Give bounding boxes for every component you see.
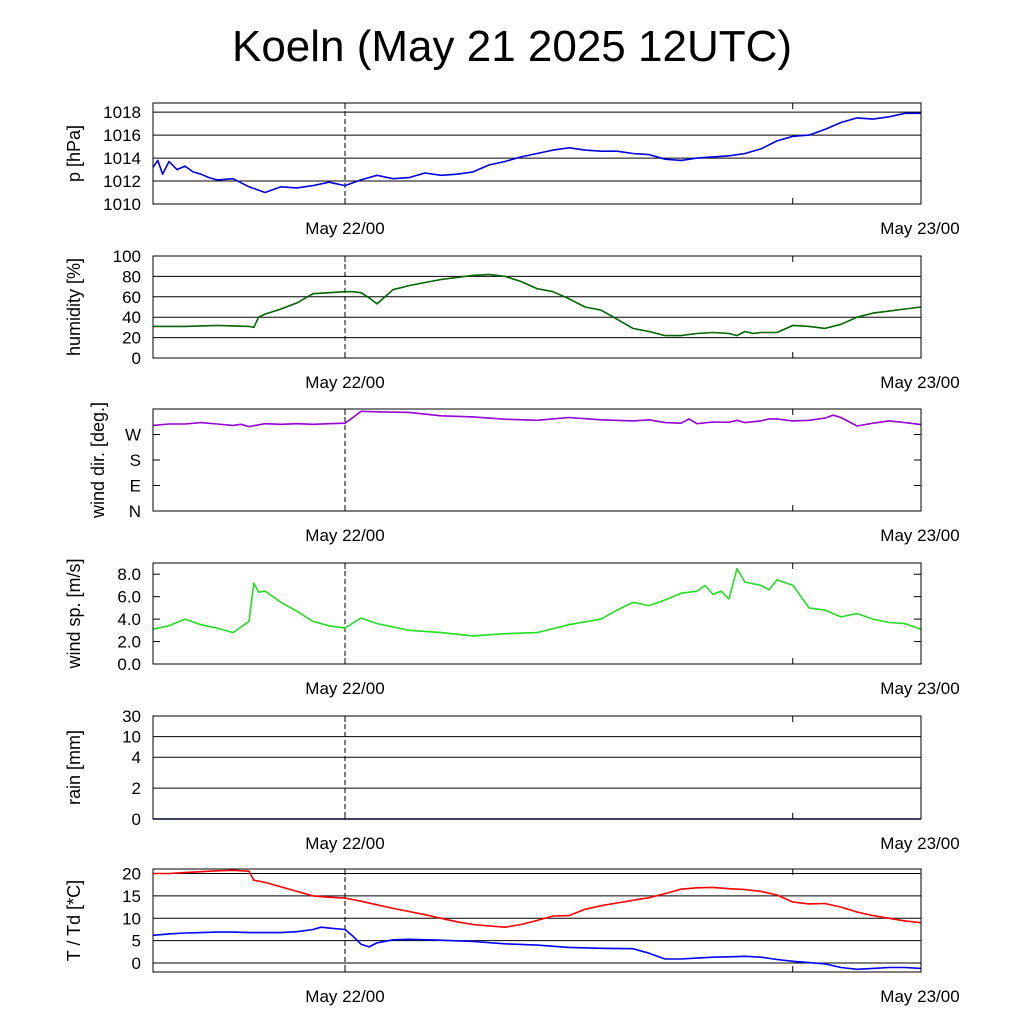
- y-axis-label: T / Td [*C]: [64, 880, 84, 961]
- y-tick-label: 30: [122, 707, 141, 726]
- y-tick-label: 0: [132, 810, 141, 829]
- y-tick-label: 10: [122, 909, 141, 928]
- y-tick-label: 0: [132, 954, 141, 973]
- x-tick-label: May 23/00: [880, 679, 959, 698]
- y-tick-label: 20: [122, 864, 141, 883]
- series-line-humidity-0: [153, 273, 922, 337]
- y-tick-label: 1014: [103, 149, 141, 168]
- y-tick-label: 5: [132, 932, 141, 951]
- y-tick-label: 2: [132, 779, 141, 798]
- x-tick-label: May 23/00: [880, 987, 959, 1006]
- panel-frame: [152, 868, 922, 973]
- y-tick-label: 0: [132, 349, 141, 368]
- x-tick-label: May 22/00: [305, 219, 384, 238]
- x-tick-label: May 22/00: [305, 526, 384, 545]
- x-tick-label: May 23/00: [880, 526, 959, 545]
- series-line-wind-direction-0: [152, 410, 922, 428]
- x-tick-label: May 22/00: [305, 373, 384, 392]
- x-tick-label: May 23/00: [880, 373, 959, 392]
- y-tick-label: S: [130, 451, 141, 470]
- y-axis-label: wind dir. [deg.]: [88, 402, 108, 519]
- y-tick-label: E: [130, 477, 141, 496]
- panel-frame: [152, 562, 922, 665]
- y-tick-label: 80: [122, 267, 141, 286]
- y-tick-label: 4.0: [117, 610, 141, 629]
- y-tick-label: 1010: [103, 195, 141, 214]
- y-axis-label: wind sp. [m/s]: [64, 558, 84, 669]
- y-tick-label: 100: [113, 247, 141, 266]
- y-tick-label: W: [125, 426, 141, 445]
- panel-wind-speed: 0.0 2.0 4.0 6.0 8.0 wind sp. [m/s] May 22/00 Ma…: [64, 558, 960, 698]
- panel-temperature: 0 5 10 15 20 T / Td [*C] May 22/00 May 23/00: [64, 864, 960, 1006]
- y-tick-label: 1012: [103, 172, 141, 191]
- y-tick-label: 1018: [103, 103, 141, 122]
- series-line-temperature-0: [153, 869, 922, 928]
- x-tick-label: May 22/00: [305, 987, 384, 1006]
- y-tick-label: 6.0: [117, 588, 141, 607]
- y-tick-label: 1016: [103, 126, 141, 145]
- panel-rain: 0 2 410 30 rain [mm] May 22/00 May 23/00: [64, 707, 960, 853]
- y-tick-label: 40: [122, 308, 141, 327]
- panel-frame: [152, 255, 922, 359]
- panel-frame: [152, 715, 922, 820]
- x-tick-label: May 22/00: [305, 834, 384, 853]
- y-tick-label: 2.0: [117, 633, 141, 652]
- y-tick-label: 8.0: [117, 565, 141, 584]
- chart-title: Koeln (May 21 2025 12UTC): [231, 22, 793, 71]
- panel-pressure: 1010 1012 1014 1016 1018 p [hPa] May 22/00 May …: [64, 102, 960, 238]
- y-tick-label: N: [129, 502, 141, 521]
- y-tick-label: 4: [132, 748, 141, 767]
- series-line-temperature-1: [152, 926, 922, 971]
- y-axis-label: p [hPa]: [64, 125, 84, 182]
- y-axis-label: humidity [%]: [64, 258, 84, 356]
- y-axis-label: rain [mm]: [64, 730, 84, 805]
- series-line-pressure-0: [152, 112, 921, 194]
- y-tick-label: 15: [122, 887, 141, 906]
- x-tick-label: May 23/00: [880, 834, 959, 853]
- y-tick-label: 0.0: [117, 655, 141, 674]
- y-tick-label: 10: [122, 728, 141, 747]
- y-tick-label: 60: [122, 288, 141, 307]
- panel-frame: [152, 102, 922, 205]
- series-line-wind-speed-0: [152, 567, 922, 637]
- x-tick-label: May 23/00: [880, 219, 959, 238]
- panel-frame: [152, 408, 922, 512]
- y-tick-label: 20: [122, 329, 141, 348]
- x-tick-label: May 22/00: [305, 679, 384, 698]
